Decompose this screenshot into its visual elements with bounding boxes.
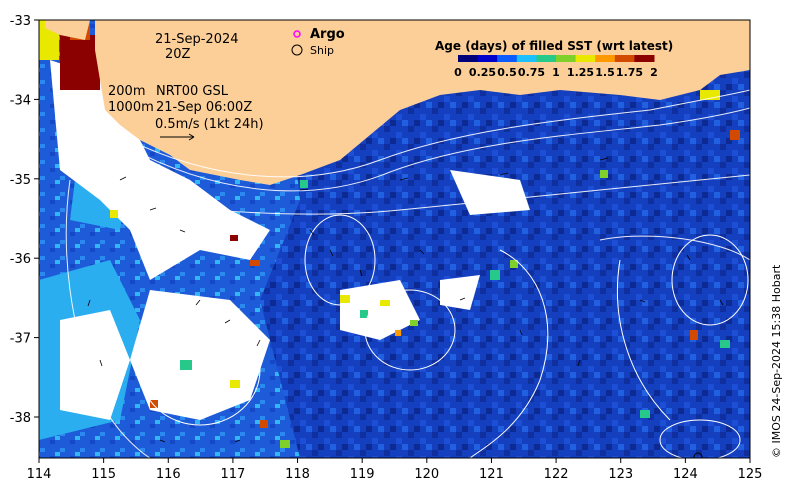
colorbar-tick-label: 1.25: [567, 66, 594, 79]
vector-scale-label: 0.5m/s (1kt 24h): [155, 117, 264, 132]
colorbar-segment: [575, 55, 596, 62]
colorbar-segment: [614, 55, 635, 62]
colorbar-tick-label: 0.25: [469, 66, 496, 79]
y-tick-label: -36: [10, 252, 31, 267]
y-tick-label: -37: [10, 332, 31, 347]
ship-marker: [693, 452, 703, 458]
colorbar-segment: [497, 55, 518, 62]
colorbar-tick-label: 1.75: [616, 66, 643, 79]
ship-legend-marker: [291, 44, 303, 56]
colorbar-segment: [595, 55, 616, 62]
y-tick-label: -35: [10, 173, 31, 188]
plot-frame: [38, 19, 751, 459]
colorbar-tick-label: 0: [454, 66, 462, 79]
eddy-contours: [139, 214, 749, 458]
x-tick-label: 118: [285, 467, 310, 482]
x-tick-label: 114: [27, 467, 52, 482]
x-tick-label: 119: [350, 467, 375, 482]
colorbar-ticks: 0 0.25 0.5 0.75 1 1.25 1.5 1.75 2: [454, 66, 658, 79]
colorbar: [458, 55, 655, 62]
colorbar-segment: [516, 55, 537, 62]
ship-legend-label: Ship: [310, 44, 334, 57]
product-label: NRT00 GSL: [156, 84, 229, 99]
current-vectors: [87, 157, 724, 443]
colorbar-segment: [634, 55, 655, 62]
colorbar-segment: [458, 55, 479, 62]
date-label: 21-Sep-2024: [155, 32, 239, 47]
vector-scale-arrow: [160, 133, 195, 141]
argo-legend-marker: [293, 30, 301, 38]
colorbar-segment: [556, 55, 577, 62]
x-tick-label: 117: [220, 467, 245, 482]
depth-200-label: 200m: [108, 84, 145, 99]
x-axis: 114 115 116 117 118 119 120 121 122 123 124 125: [27, 458, 763, 482]
cloud-mask: [50, 60, 530, 420]
argo-legend-label: Argo: [310, 27, 345, 42]
x-tick-label: 116: [156, 467, 181, 482]
y-tick-label: -33: [10, 14, 31, 29]
colorbar-tick-label: 0.75: [518, 66, 545, 79]
colorbar-tick-label: 1.5: [595, 66, 615, 79]
x-tick-label: 121: [479, 467, 504, 482]
credit-text: © IMOS 24-Sep-2024 15:38 Hobart: [770, 264, 783, 458]
colorbar-segment: [477, 55, 498, 62]
colorbar-tick-label: 1: [552, 66, 560, 79]
y-tick-label: -38: [10, 411, 31, 426]
x-tick-label: 123: [608, 467, 633, 482]
time-label: 20Z: [165, 47, 191, 62]
y-tick-label: -34: [10, 93, 31, 108]
x-tick-label: 120: [414, 467, 439, 482]
depth-1000-label: 1000m: [108, 100, 154, 115]
y-axis: -33 -34 -35 -36 -37 -38: [10, 14, 39, 426]
x-tick-label: 122: [544, 467, 569, 482]
colorbar-tick-label: 2: [650, 66, 658, 79]
colorbar-segment: [536, 55, 557, 62]
product-time-label: 21-Sep 06:00Z: [156, 100, 252, 115]
x-tick-label: 125: [738, 467, 763, 482]
x-tick-label: 124: [673, 467, 698, 482]
bathymetry-contours: [65, 89, 750, 458]
map-plot-area: [39, 20, 750, 458]
colorbar-tick-label: 0.5: [497, 66, 517, 79]
colorbar-title: Age (days) of filled SST (wrt latest): [435, 39, 673, 53]
land-coast-detail: [45, 20, 90, 40]
x-tick-label: 115: [91, 467, 116, 482]
